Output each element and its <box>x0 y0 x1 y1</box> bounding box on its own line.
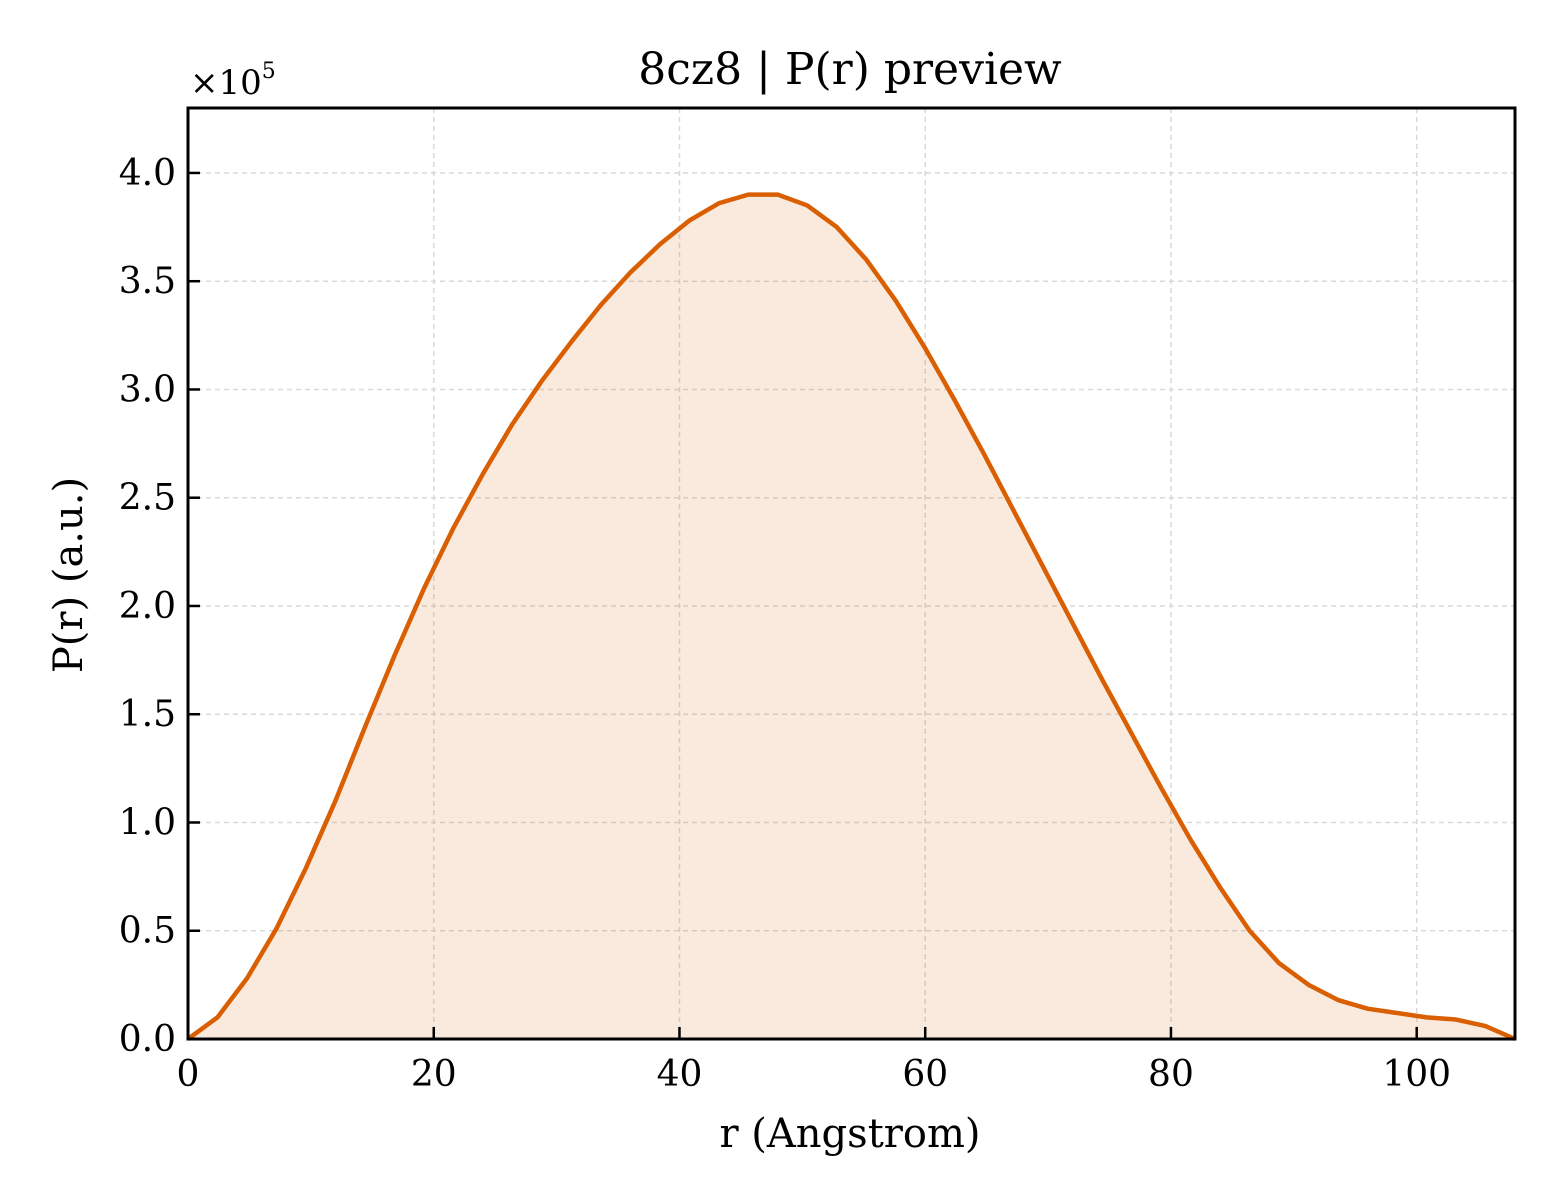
y-offset-multiplier: ×105 <box>190 59 276 103</box>
y-multiplier-base: ×10 <box>190 63 262 103</box>
y-tick-label: 3.5 <box>119 261 176 302</box>
y-multiplier-exponent: 5 <box>262 59 276 84</box>
x-tick-label: 100 <box>1382 1054 1451 1095</box>
x-tick-label: 0 <box>177 1054 200 1095</box>
axes <box>186 106 1517 1041</box>
y-tick-label: 2.0 <box>119 586 176 627</box>
plot-area <box>186 192 1516 1042</box>
axes-frame <box>186 106 1517 1041</box>
y-tick-label: 0.5 <box>119 911 176 952</box>
y-tick-label: 2.5 <box>119 478 176 519</box>
x-tick-label: 40 <box>657 1054 703 1095</box>
x-axis-label: r (Angstrom) <box>719 1111 980 1157</box>
y-tick-label: 3.0 <box>119 369 176 410</box>
ticks: 0 20 40 60 80 100 0.0 0.5 1.0 1.5 2.0 2.5 3.0 3.5 4.0 <box>119 153 1451 1095</box>
y-axis-label: P(r) (a.u.) <box>46 477 92 673</box>
y-tick-label: 4.0 <box>119 153 176 194</box>
grid <box>188 108 1515 1039</box>
chart-title: 8cz8 | P(r) preview <box>638 44 1062 95</box>
y-tick-label: 1.0 <box>119 802 176 843</box>
series-line <box>186 192 1516 1042</box>
x-tick-label: 20 <box>411 1054 457 1095</box>
x-tick-label: 60 <box>902 1054 948 1095</box>
x-tick-label: 80 <box>1148 1054 1194 1095</box>
y-tick-label: 1.5 <box>119 694 176 735</box>
y-tick-label: 0.0 <box>119 1019 176 1060</box>
